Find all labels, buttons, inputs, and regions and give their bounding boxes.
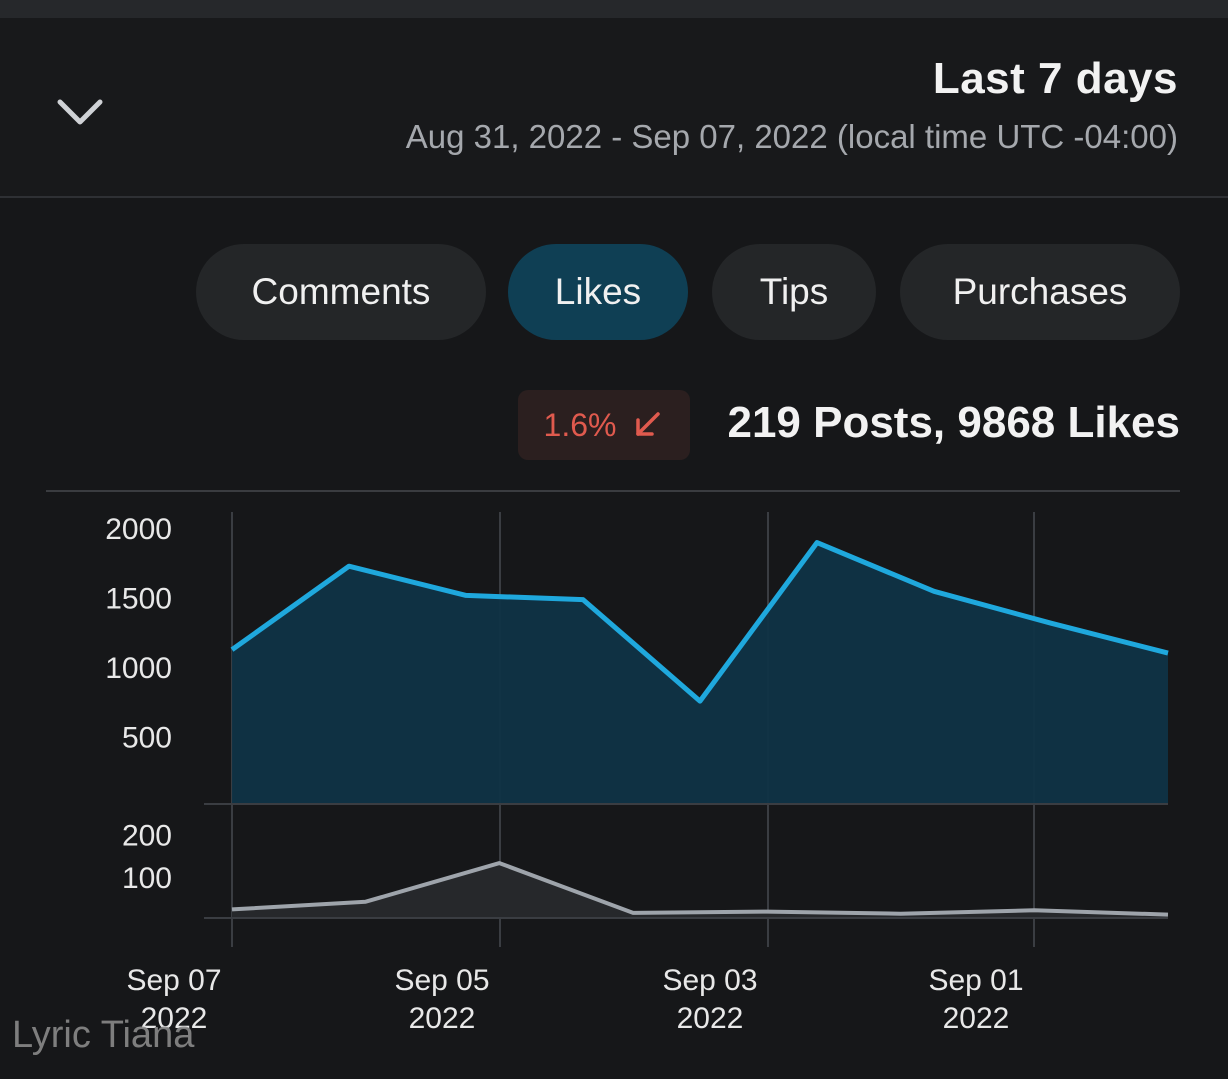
x-tick-label-3: Sep 07 2022 [126, 964, 221, 1035]
divider [46, 490, 1180, 492]
arrow-down-left-icon [636, 412, 661, 436]
likes-area [232, 542, 1168, 804]
metric-tabs: Comments Likes Tips Purchases [196, 244, 1182, 342]
x-tick-label-0: Sep 01 2022 [928, 964, 1023, 1035]
tab-likes[interactable]: Likes [508, 244, 688, 340]
likes-posts-chart: 500 1000 1500 2000 100 200 Sep 01 2022 Sep 03 202… [105, 512, 1169, 1035]
tab-tips[interactable]: Tips [712, 244, 876, 340]
chevron-down-icon[interactable] [52, 84, 108, 140]
posts-area [232, 863, 1168, 918]
change-badge: 1.6% [518, 390, 690, 460]
likes-y-tick-0: 500 [122, 721, 172, 754]
top-bar [0, 0, 1228, 18]
change-value: 1.6% [543, 406, 617, 443]
date-range-header[interactable]: Last 7 days Aug 31, 2022 - Sep 07, 2022 … [0, 18, 1228, 198]
x-tick-label-1: Sep 03 2022 [662, 964, 757, 1035]
watermark: Lyric Tiana [12, 1014, 195, 1056]
likes-y-tick-3: 2000 [105, 513, 172, 546]
likes-y-tick-2: 1500 [105, 582, 172, 615]
tab-comments[interactable]: Comments [196, 244, 486, 340]
likes-y-tick-1: 1000 [105, 652, 172, 685]
stats-summary: 219 Posts, 9868 Likes [727, 398, 1180, 447]
x-tick-label-2: Sep 05 2022 [394, 964, 489, 1035]
posts-y-tick-0: 100 [122, 862, 172, 895]
date-range-subtitle: Aug 31, 2022 - Sep 07, 2022 (local time … [405, 118, 1178, 155]
date-range-title: Last 7 days [932, 54, 1178, 103]
tab-purchases[interactable]: Purchases [900, 244, 1180, 340]
posts-series-line [231, 861, 1169, 917]
posts-y-tick-1: 200 [122, 819, 172, 852]
